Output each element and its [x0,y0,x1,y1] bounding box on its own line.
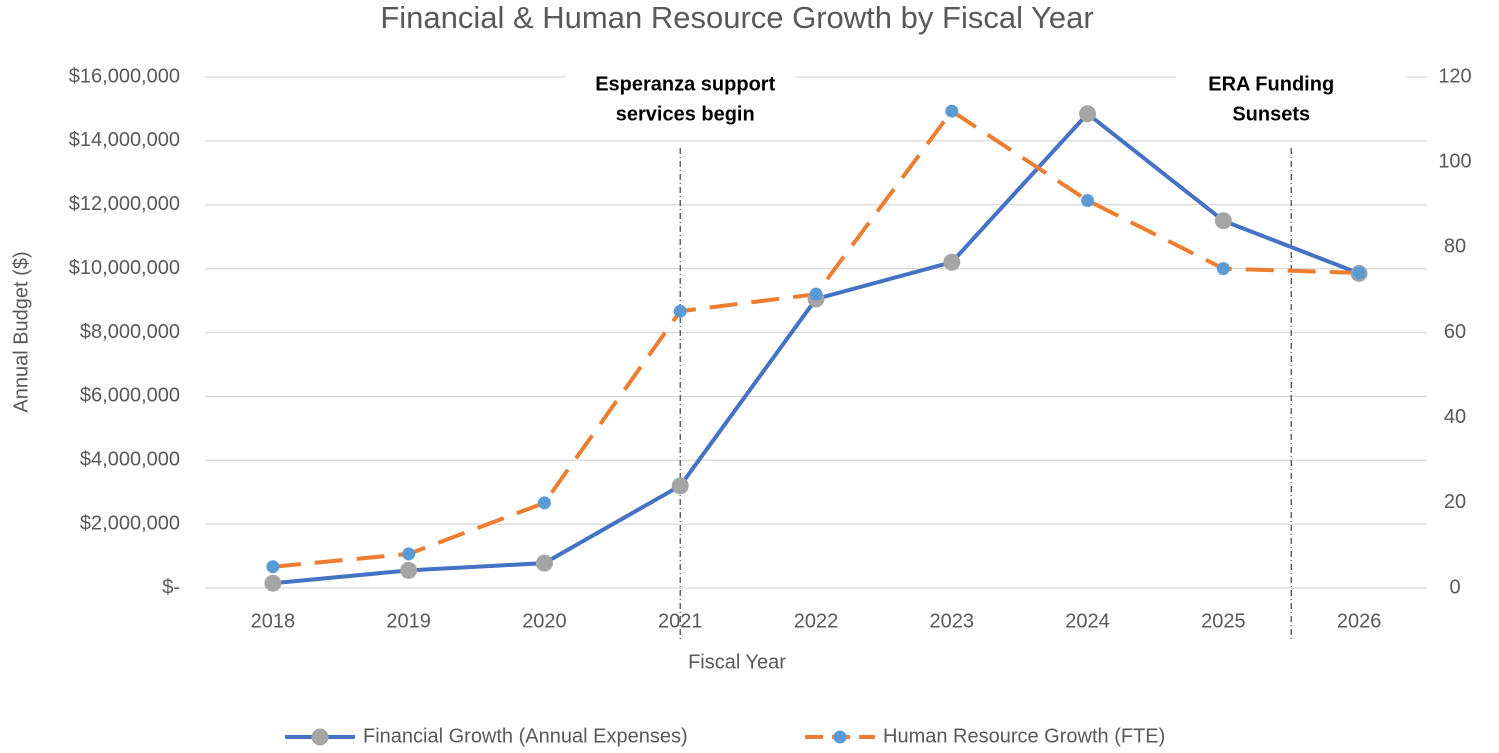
series-marker [673,304,687,318]
series-marker [943,253,961,271]
y-tick-label: $4,000,000 [80,449,180,471]
x-tick-label: 2018 [251,610,296,632]
series-marker [402,547,416,561]
y2-tick-label: 20 [1444,491,1466,513]
y2-tick-label: 0 [1449,576,1460,598]
legend-marker [833,730,847,744]
annotation-bg [1176,70,1407,100]
series-marker [1214,212,1232,230]
x-tick-label: 2020 [522,610,567,632]
y-tick-label: $16,000,000 [69,65,180,87]
annotation-text: Sunsets [1232,103,1310,125]
x-tick-label: 2024 [1065,610,1110,632]
x-axis-label: Fiscal Year [688,651,786,673]
series-marker [266,560,280,574]
series-marker [809,287,823,301]
y-tick-label: $- [162,576,180,598]
annotation-text: ERA Funding [1208,73,1334,95]
y2-tick-label: 100 [1438,150,1471,172]
x-tick-label: 2025 [1201,610,1246,632]
annotation-bg [565,70,796,100]
annotation-bg [1176,100,1407,130]
annotation-bg [565,100,796,130]
x-tick-label: 2019 [386,610,431,632]
y-tick-label: $2,000,000 [80,512,180,534]
annotation-text: services begin [616,103,755,125]
x-tick-label: 2026 [1337,610,1382,632]
series-marker [535,554,553,572]
y2-tick-label: 40 [1444,406,1466,428]
y2-tick-label: 60 [1444,321,1466,343]
x-tick-label: 2022 [794,610,839,632]
y-tick-label: $6,000,000 [80,385,180,407]
y-tick-label: $8,000,000 [80,321,180,343]
y-axis-label: Annual Budget ($) [10,251,32,412]
chart-title: Financial & Human Resource Growth by Fis… [380,0,1093,35]
series-marker [1079,105,1097,123]
y-tick-label: $10,000,000 [69,257,180,279]
y2-tick-label: 120 [1438,65,1471,87]
legend-label: Financial Growth (Annual Expenses) [363,725,688,747]
series-marker [1216,262,1230,276]
series-marker [537,496,551,510]
series-marker [945,104,959,118]
series-marker [1352,266,1366,280]
legend-label: Human Resource Growth (FTE) [883,725,1165,747]
y2-tick-label: 80 [1444,236,1466,258]
series-marker [1081,193,1095,207]
y-tick-label: $14,000,000 [69,129,180,151]
series-marker [671,477,689,495]
series-marker [400,561,418,579]
series-marker [264,574,282,592]
x-tick-label: 2023 [930,610,975,632]
annotation-text: Esperanza support [595,73,775,95]
legend-marker [311,728,329,746]
y-tick-label: $12,000,000 [69,193,180,215]
